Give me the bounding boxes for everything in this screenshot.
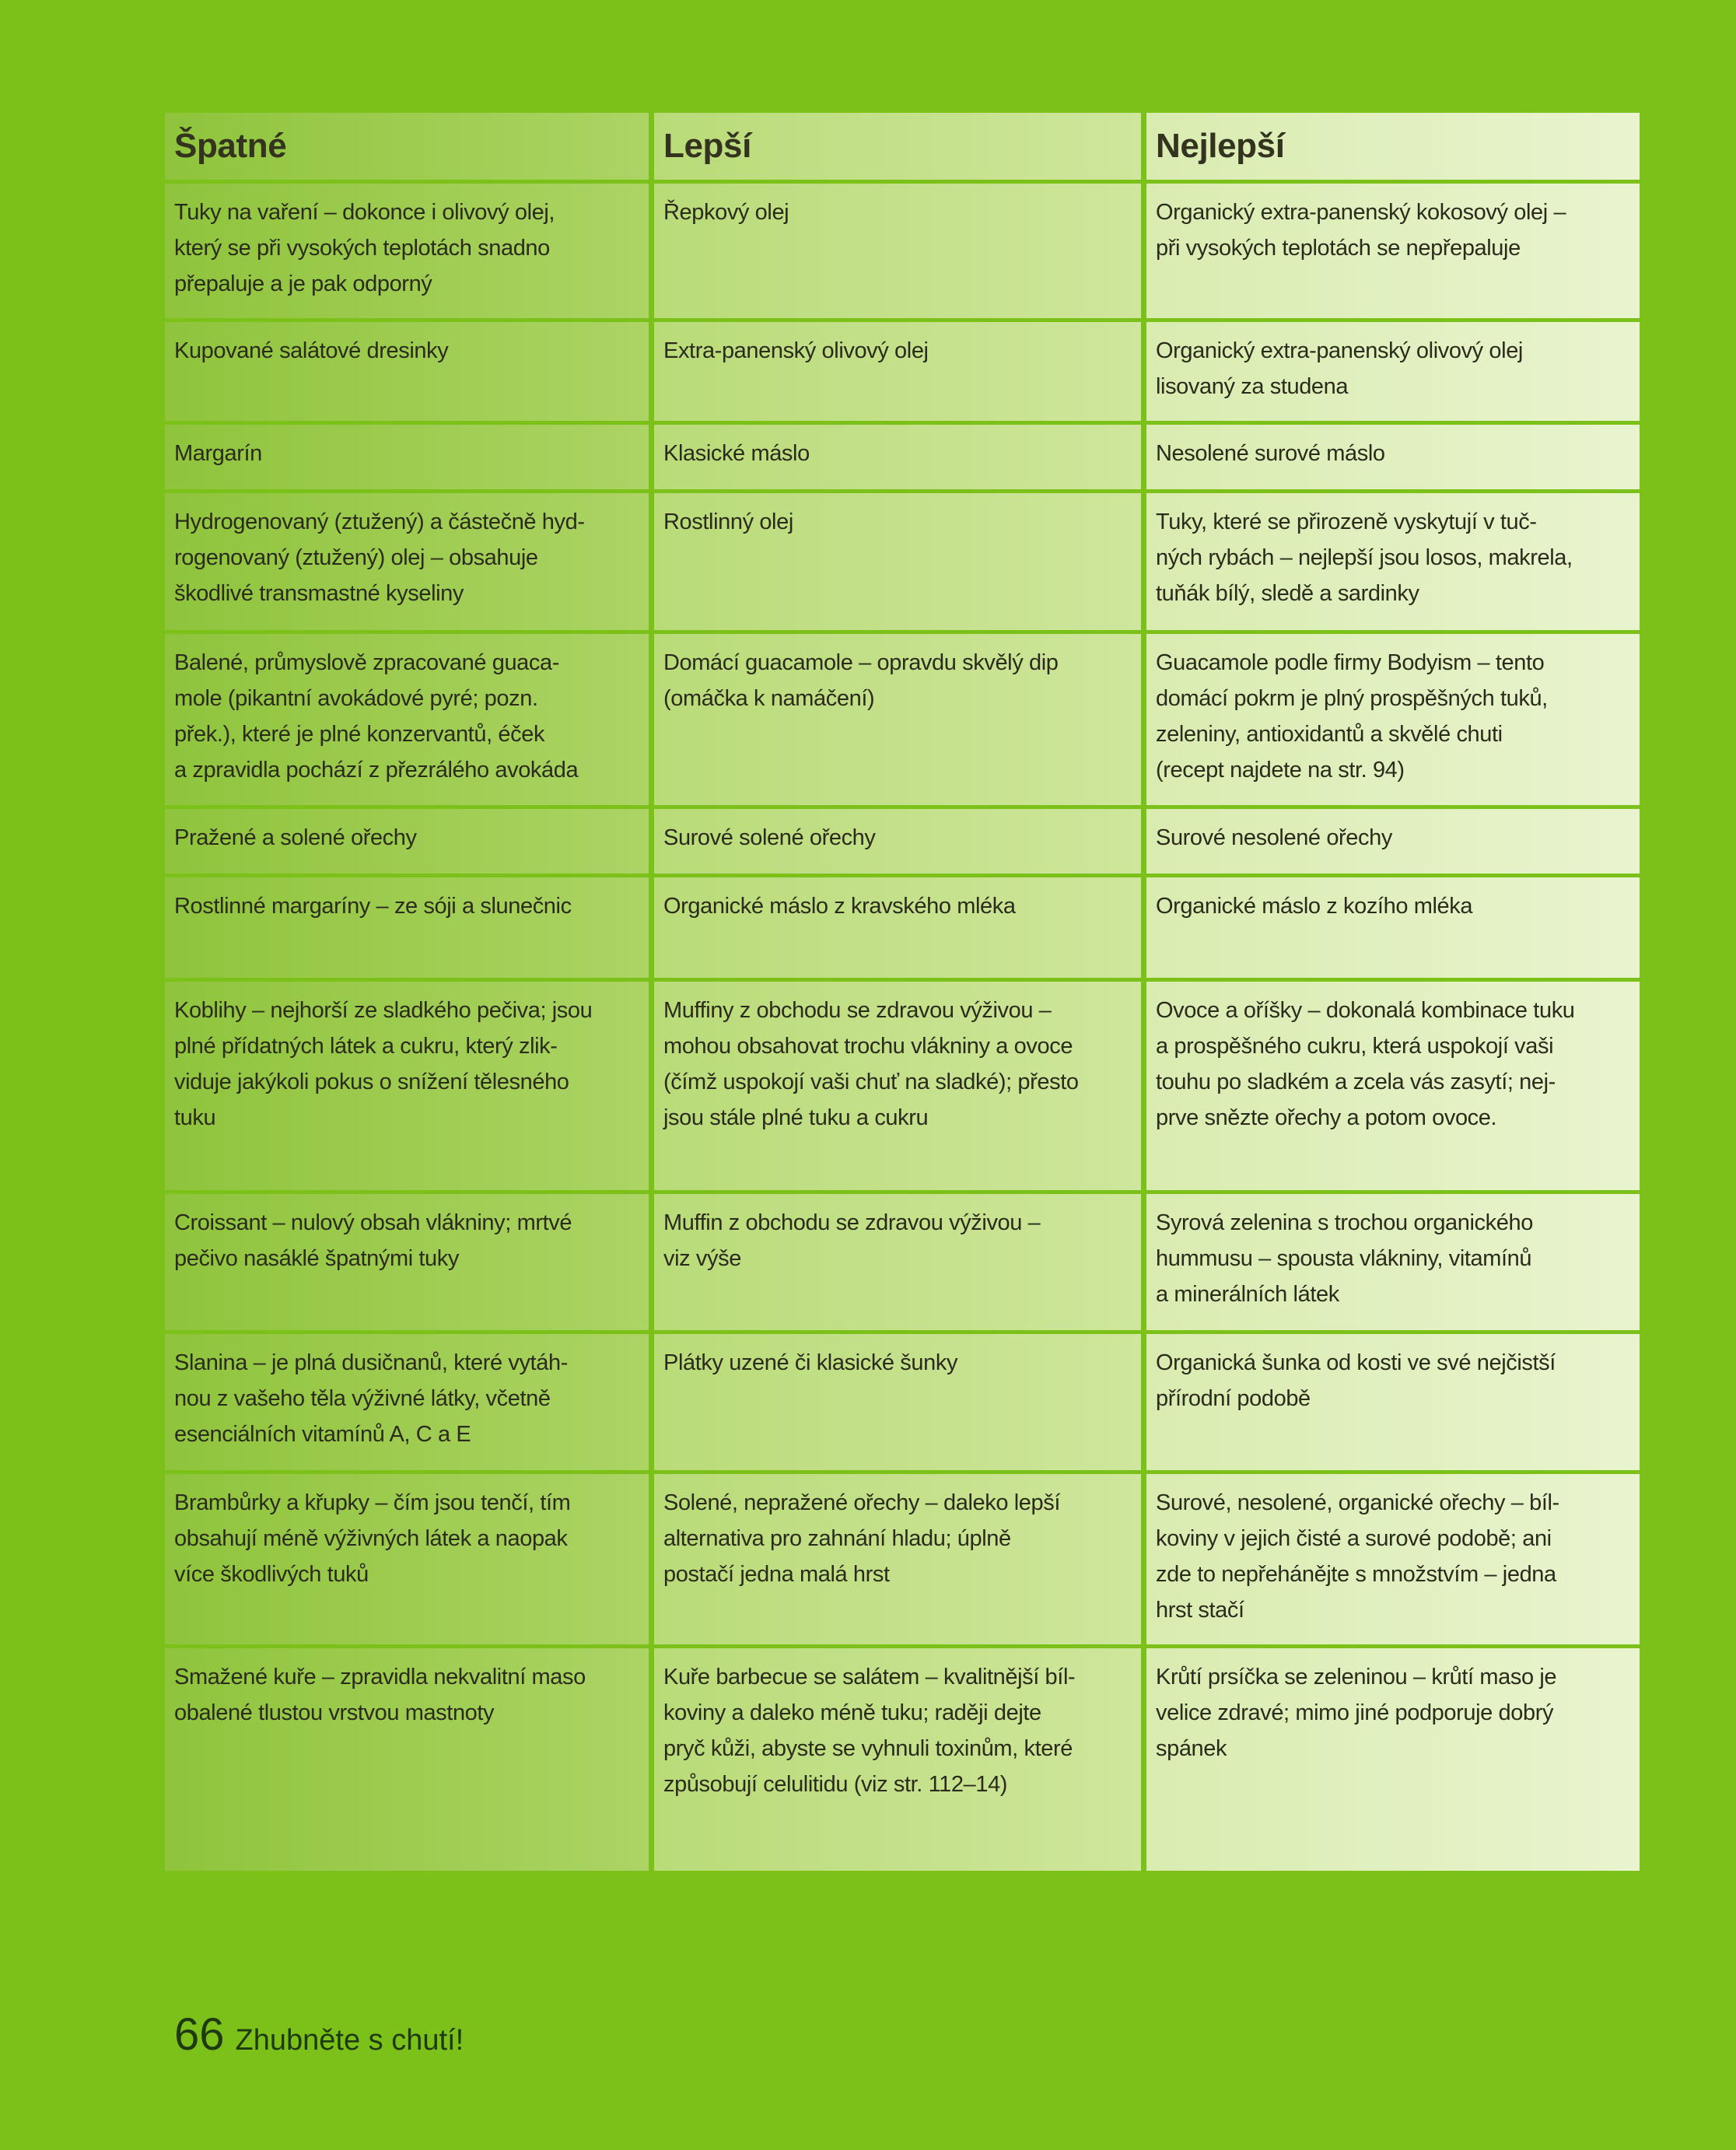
table-cell-best: Organický extra-panenský kokosový olej –… — [1146, 184, 1640, 318]
table-cell-best: Ovoce a oříšky – dokonalá kombinace tuku… — [1146, 982, 1640, 1190]
table-cell-bad: Pražené a solené ořechy — [165, 809, 649, 874]
table-cell-bad: Tuky na vaření – dokonce i olivový olej,… — [165, 184, 649, 318]
table-cell-best: Surové, nesolené, organické ořechy – bíl… — [1146, 1474, 1640, 1644]
table-cell-best: Surové nesolené ořechy — [1146, 809, 1640, 874]
table-cell-bad: Brambůrky a křupky – čím jsou tenčí, tím… — [165, 1474, 649, 1644]
table-cell-better: Organické máslo z kravského mléka — [654, 877, 1141, 978]
table-cell-better: Surové solené ořechy — [654, 809, 1141, 874]
table-cell-best: Nesolené surové máslo — [1146, 425, 1640, 489]
book-title: Zhubněte s chutí! — [235, 2024, 464, 2057]
fats-comparison-table: Špatné Lepší Nejlepší Tuky na vaření – doko… — [165, 113, 1640, 1871]
table-cell-best: Organický extra-panenský olivový olej li… — [1146, 322, 1640, 421]
table-cell-better: Řepkový olej — [654, 184, 1141, 318]
table-cell-best: Organická šunka od kosti ve své nejčistš… — [1146, 1334, 1640, 1470]
table-cell-bad: Smažené kuře – zpravidla nekvalitní maso… — [165, 1648, 649, 1871]
table-cell-better: Klasické máslo — [654, 425, 1141, 489]
table-cell-bad: Rostlinné margaríny – ze sóji a slunečni… — [165, 877, 649, 978]
table-cell-bad: Kupované salátové dresinky — [165, 322, 649, 421]
table-cell-bad: Margarín — [165, 425, 649, 489]
table-cell-better: Muffiny z obchodu se zdravou výživou – m… — [654, 982, 1141, 1190]
table-cell-better: Solené, nepražené ořechy – daleko lepší … — [654, 1474, 1141, 1644]
table-cell-bad: Croissant – nulový obsah vlákniny; mrtvé… — [165, 1194, 649, 1330]
table-cell-bad: Koblihy – nejhorší ze sladkého pečiva; j… — [165, 982, 649, 1190]
table-cell-best: Organické máslo z kozího mléka — [1146, 877, 1640, 978]
table-cell-best: Syrová zelenina s trochou organického hu… — [1146, 1194, 1640, 1330]
table-cell-better: Rostlinný olej — [654, 493, 1141, 630]
column-header-best: Nejlepší — [1146, 113, 1640, 180]
column-header-bad: Špatné — [165, 113, 649, 180]
table-cell-best: Guacamole podle firmy Bodyism – tento do… — [1146, 634, 1640, 805]
table-cell-better: Domácí guacamole – opravdu skvělý dip (o… — [654, 634, 1141, 805]
table-cell-bad: Hydrogenovaný (ztužený) a částečně hyd- … — [165, 493, 649, 630]
table-cell-best: Tuky, které se přirozeně vyskytují v tuč… — [1146, 493, 1640, 630]
column-header-better: Lepší — [654, 113, 1141, 180]
table-cell-better: Kuře barbecue se salátem – kvalitnější b… — [654, 1648, 1141, 1871]
page-number: 66 — [174, 2009, 225, 2060]
table-cell-best: Krůtí prsíčka se zeleninou – krůtí maso … — [1146, 1648, 1640, 1871]
table-cell-better: Plátky uzené či klasické šunky — [654, 1334, 1141, 1470]
table-cell-better: Extra-panenský olivový olej — [654, 322, 1141, 421]
table-cell-bad: Slanina – je plná dusičnanů, které vytáh… — [165, 1334, 649, 1470]
table-cell-bad: Balené, průmyslově zpracované guaca- mol… — [165, 634, 649, 805]
table-cell-better: Muffin z obchodu se zdravou výživou – vi… — [654, 1194, 1141, 1330]
page-footer: 66 Zhubněte s chutí! — [174, 2008, 464, 2061]
